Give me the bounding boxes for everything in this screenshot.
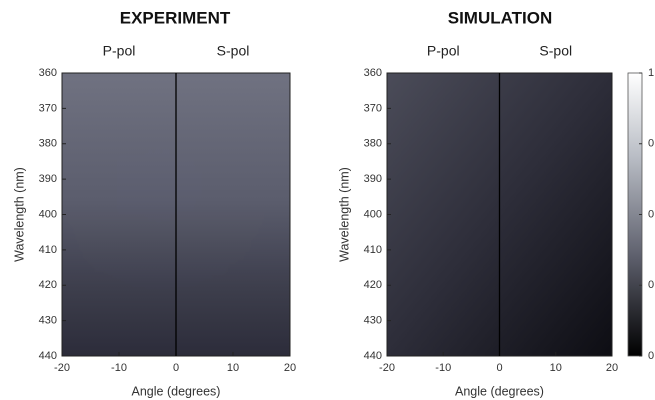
y-axis-label: Wavelength (nm): [337, 167, 351, 262]
x-tick-label: -20: [379, 362, 395, 374]
y-tick-label: 390: [39, 173, 57, 185]
chart-title: SIMULATION: [448, 8, 553, 27]
bright-band: [522, 246, 612, 266]
y-tick-label: 370: [39, 102, 57, 114]
y-tick-label: 420: [39, 279, 57, 291]
x-axis-label: Angle (degrees): [132, 384, 221, 398]
bright-band: [421, 127, 477, 158]
colorbar-label: 0: [648, 208, 654, 220]
y-tick-label: 360: [364, 67, 382, 79]
heatmap-features: [62, 101, 290, 342]
y-tick-label: 440: [39, 350, 57, 362]
pol-label: P-pol: [427, 43, 460, 59]
bright-band: [410, 237, 489, 356]
x-tick-label: 10: [550, 362, 562, 374]
chart-title: EXPERIMENT: [120, 8, 231, 27]
bright-band: [504, 152, 612, 214]
x-tick-label: 20: [606, 362, 618, 374]
x-tick-label: 0: [496, 362, 502, 374]
y-tick-label: 370: [364, 102, 382, 114]
colorbar-label: 0: [648, 350, 654, 362]
colorbar-label: 0: [648, 138, 654, 150]
y-tick-label: 440: [364, 350, 382, 362]
x-tick-label: 10: [227, 362, 239, 374]
x-axis-label: Angle (degrees): [455, 384, 544, 398]
heatmap-features: [387, 73, 612, 356]
y-axis-label: Wavelength (nm): [12, 167, 26, 262]
y-tick-label: 390: [364, 173, 382, 185]
y-tick-label: 380: [364, 138, 382, 150]
bright-band: [62, 198, 199, 219]
y-tick-label: 410: [364, 244, 382, 256]
colorbar-label: 0: [648, 279, 654, 291]
y-tick-label: 380: [39, 138, 57, 150]
y-tick-label: 400: [364, 208, 382, 220]
y-tick-label: 400: [39, 208, 57, 220]
x-tick-label: -20: [54, 362, 70, 374]
x-tick-label: -10: [111, 362, 127, 374]
x-tick-label: -10: [435, 362, 451, 374]
bright-band: [199, 101, 290, 214]
x-tick-label: 0: [173, 362, 179, 374]
y-tick-label: 420: [364, 279, 382, 291]
pol-label: P-pol: [103, 43, 136, 59]
y-tick-label: 430: [364, 315, 382, 327]
pol-label: S-pol: [539, 43, 572, 59]
y-tick-label: 360: [39, 67, 57, 79]
y-tick-label: 410: [39, 244, 57, 256]
bright-band: [176, 157, 290, 220]
pol-label: S-pol: [217, 43, 250, 59]
x-tick-label: 20: [284, 362, 296, 374]
bright-band: [398, 73, 499, 115]
colorbar-label: 1: [648, 67, 654, 79]
bright-band: [504, 87, 612, 144]
bright-band: [73, 164, 171, 179]
bright-band: [85, 229, 290, 342]
bright-band: [504, 257, 563, 356]
y-tick-label: 430: [39, 315, 57, 327]
